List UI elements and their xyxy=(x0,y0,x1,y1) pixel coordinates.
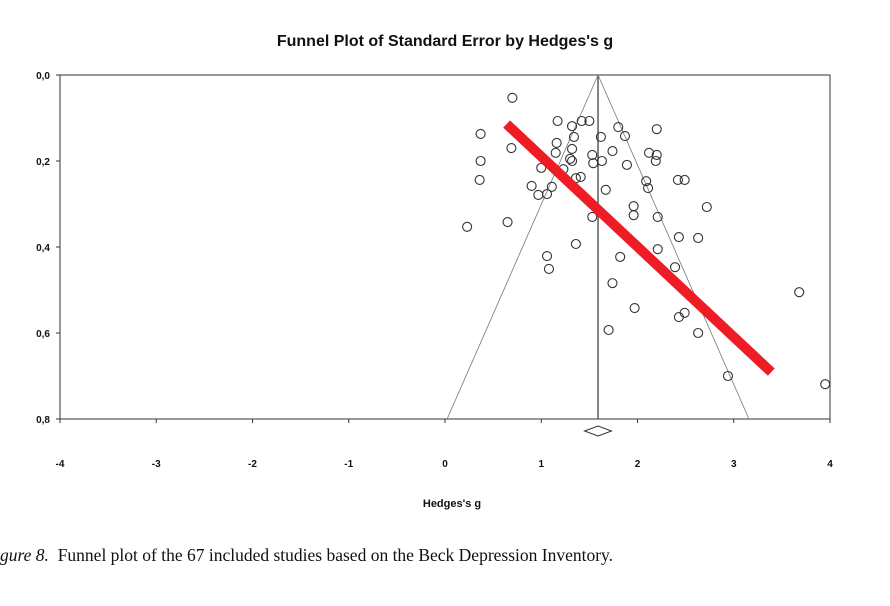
study-point xyxy=(650,155,661,167)
study-point xyxy=(643,147,655,158)
y-tick-label: 0,2 xyxy=(36,157,50,168)
y-tick-label: 0,4 xyxy=(36,243,50,254)
study-point xyxy=(587,149,598,161)
study-point xyxy=(701,201,712,213)
funnel-plot: 0,0 0,2 0,4 0,6 0,8 -4 -3 -2 -1 0 1 2 3 4 Hedges's g xyxy=(36,71,833,510)
plot-frame xyxy=(59,74,831,420)
study-point xyxy=(629,303,640,314)
y-tick-label: 0,8 xyxy=(36,415,50,426)
study-point xyxy=(607,278,618,289)
x-tick-label: 4 xyxy=(827,459,833,470)
study-point xyxy=(552,115,563,127)
study-point xyxy=(619,131,631,142)
figure-label: gure 8. xyxy=(0,545,49,565)
study-point xyxy=(570,238,581,250)
study-point xyxy=(613,121,624,133)
study-point xyxy=(693,232,704,244)
study-point xyxy=(679,174,690,185)
study-point xyxy=(600,184,611,195)
study-point xyxy=(621,159,632,170)
funnel-right-line xyxy=(597,74,750,420)
study-point xyxy=(475,155,486,167)
study-point xyxy=(543,263,555,274)
study-point xyxy=(546,181,557,192)
study-point xyxy=(541,189,553,200)
study-point xyxy=(651,149,662,161)
x-tick-label: -1 xyxy=(344,459,353,470)
study-point xyxy=(669,262,681,273)
study-point xyxy=(673,232,684,243)
study-point xyxy=(615,251,626,262)
study-point xyxy=(526,180,537,191)
study-point xyxy=(506,143,517,154)
funnel-left-line xyxy=(446,74,599,420)
study-point xyxy=(794,287,805,298)
study-point xyxy=(679,307,690,318)
summary-diamond xyxy=(583,425,613,437)
x-tick-label: 2 xyxy=(635,459,641,470)
study-point xyxy=(643,183,654,194)
x-tick-label: 3 xyxy=(731,459,737,470)
study-point xyxy=(565,153,576,164)
study-point xyxy=(462,221,473,232)
x-tick-label: -4 xyxy=(56,459,65,470)
study-point xyxy=(566,155,578,167)
study-point xyxy=(641,176,652,187)
study-point xyxy=(652,211,663,222)
study-point xyxy=(533,189,544,201)
study-point xyxy=(595,131,606,142)
study-point xyxy=(566,143,578,155)
study-point xyxy=(596,155,607,167)
study-point xyxy=(576,115,587,127)
study-point xyxy=(575,171,586,182)
study-point xyxy=(651,124,662,135)
study-point xyxy=(672,174,683,185)
study-point xyxy=(587,211,598,222)
caption-text: Funnel plot of the 67 included studies b… xyxy=(48,545,614,565)
study-point xyxy=(541,250,553,262)
study-point xyxy=(474,174,485,185)
x-tick-label: 0 xyxy=(442,459,448,470)
x-tick-label: -3 xyxy=(152,459,161,470)
x-tick-label: -2 xyxy=(248,459,257,470)
chart-title: Funnel Plot of Standard Error by Hedges'… xyxy=(276,33,614,50)
y-tick-label: 0,0 xyxy=(36,71,50,82)
x-axis-label: Hedges's g xyxy=(423,498,481,510)
study-point xyxy=(603,324,614,336)
study-point xyxy=(628,201,639,212)
study-point xyxy=(475,128,486,139)
study-point xyxy=(568,131,580,142)
study-point xyxy=(536,162,547,173)
study-point xyxy=(584,115,595,127)
x-tick-label: 1 xyxy=(538,459,544,470)
y-tick-label: 0,6 xyxy=(36,329,50,340)
figure-caption: gure 8. Funnel plot of the 67 included s… xyxy=(0,545,613,566)
study-point xyxy=(507,92,518,103)
study-point xyxy=(820,379,831,390)
study-point xyxy=(550,147,561,158)
study-point xyxy=(502,217,513,228)
study-point xyxy=(566,121,578,132)
study-point xyxy=(722,370,734,382)
study-point xyxy=(588,158,599,169)
red-trend-line xyxy=(503,120,775,376)
study-point xyxy=(693,327,704,339)
study-point xyxy=(551,137,562,148)
study-point xyxy=(607,146,618,157)
study-point xyxy=(652,244,663,255)
study-point xyxy=(628,210,639,221)
